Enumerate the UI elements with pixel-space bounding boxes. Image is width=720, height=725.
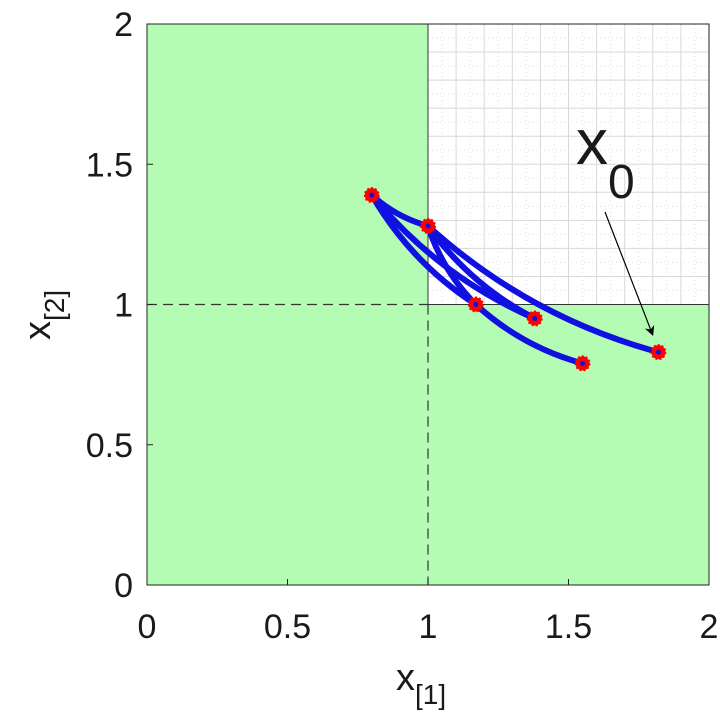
axis-labels-layer: x[1] x[2] x0 bbox=[17, 106, 635, 710]
trajectory-0 bbox=[368, 192, 662, 356]
y-tick-label: 0 bbox=[114, 567, 133, 605]
y-axis-label-subscript: [2] bbox=[39, 290, 70, 321]
x-tick-label: 1 bbox=[419, 608, 438, 646]
markers-layer bbox=[363, 187, 667, 372]
trajectory-4 bbox=[425, 222, 479, 308]
grid-layer bbox=[427, 24, 709, 305]
x-tick-label: 2 bbox=[700, 608, 719, 646]
x0-annotation-main: x bbox=[576, 106, 608, 178]
y-tick-label: 2 bbox=[114, 6, 133, 44]
y-tick-label: 0.5 bbox=[86, 427, 133, 465]
x0-annotation-arrow bbox=[604, 211, 655, 337]
annotation-layer bbox=[604, 211, 655, 337]
marker-center-4 bbox=[425, 223, 431, 229]
x0-annotation-label: x0 bbox=[576, 106, 635, 209]
x-tick-label: 0.5 bbox=[264, 608, 311, 646]
y-tick-label: 1.5 bbox=[86, 146, 133, 184]
marker-center-3 bbox=[473, 302, 479, 307]
marker-center-2 bbox=[532, 316, 538, 322]
reference-lines-layer bbox=[147, 303, 429, 585]
axes-layer: 0 0.5 1 1.5 2 0 0.5 1 1.5 2 bbox=[86, 6, 719, 646]
y-axis-label-main: x bbox=[17, 321, 59, 340]
x-axis-label-main: x bbox=[396, 657, 415, 699]
marker-center-1 bbox=[580, 360, 586, 366]
y-tick-label: 1 bbox=[114, 287, 133, 325]
x-axis-label: x[1] bbox=[396, 657, 446, 710]
x-axis-label-subscript: [1] bbox=[415, 679, 446, 710]
x-tick-label: 0 bbox=[138, 608, 157, 646]
marker-center-0 bbox=[655, 349, 661, 355]
x-tick-label: 1.5 bbox=[545, 608, 592, 646]
y-axis-label: x[2] bbox=[17, 290, 70, 340]
x0-annotation-subscript: 0 bbox=[608, 156, 635, 209]
marker-center-5 bbox=[369, 192, 375, 198]
